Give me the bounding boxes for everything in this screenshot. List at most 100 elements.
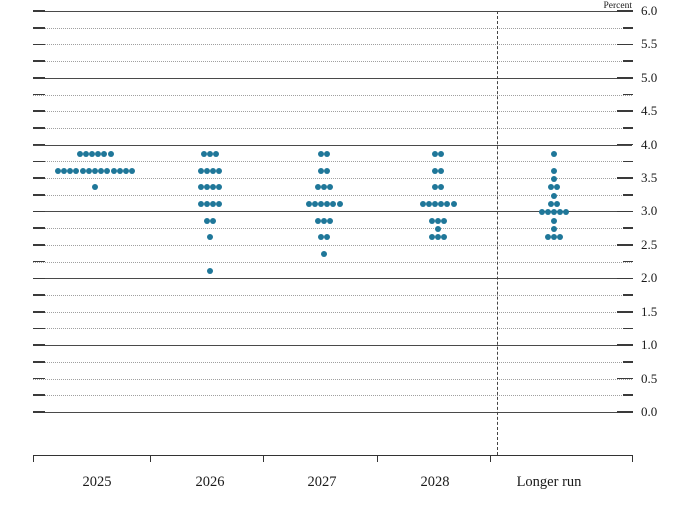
projection-dot: [311, 200, 318, 207]
y-axis-label: 0.5: [641, 370, 658, 386]
projection-dot: [216, 184, 223, 191]
y-axis-tick-left: [33, 260, 45, 263]
y-axis-tick-right: [617, 110, 633, 113]
projection-dot: [324, 167, 331, 174]
x-category-label: 2028: [420, 474, 450, 490]
projection-dot: [216, 200, 223, 207]
x-axis-tick: [632, 455, 634, 462]
minor-gridline: [33, 94, 632, 96]
longer-run-separator-line: [497, 11, 498, 455]
projection-dot: [85, 167, 92, 174]
projection-dot: [203, 184, 210, 191]
y-axis-tick-right: [623, 361, 633, 363]
projection-dot: [557, 209, 564, 216]
projection-dot: [444, 200, 451, 207]
minor-gridline: [33, 244, 632, 246]
projection-dot: [123, 167, 129, 174]
y-axis-tick-right: [623, 26, 633, 29]
minor-gridline: [33, 378, 632, 380]
y-axis-tick-left: [33, 344, 45, 346]
y-axis-label: 2.5: [641, 236, 658, 252]
projection-dot: [330, 200, 337, 207]
projection-dot: [92, 167, 98, 174]
x-category-label: 2025: [82, 474, 112, 490]
projection-dot: [551, 192, 557, 199]
projection-dot: [107, 150, 114, 157]
projection-dot: [324, 200, 331, 207]
projection-dot: [203, 167, 210, 174]
y-axis-tick-right: [617, 177, 633, 179]
projection-dot: [551, 234, 557, 241]
y-axis-tick-left: [33, 227, 45, 229]
minor-gridline: [33, 111, 632, 113]
projection-dot: [544, 234, 551, 241]
projection-dot: [216, 167, 223, 174]
projection-dot: [210, 200, 217, 207]
y-axis-label: 1.0: [641, 337, 658, 353]
projection-dot: [213, 150, 220, 157]
projection-dot: [551, 225, 557, 232]
projection-dot: [197, 200, 204, 207]
projection-dot: [314, 217, 321, 224]
minor-gridline: [33, 61, 632, 63]
projection-dot: [551, 217, 557, 224]
projection-dot: [317, 234, 324, 241]
projection-dot: [197, 167, 204, 174]
minor-gridline: [33, 311, 632, 313]
minor-gridline: [33, 44, 632, 46]
x-axis-tick: [377, 455, 379, 462]
x-axis-line: [33, 455, 632, 456]
y-axis-tick-right: [623, 294, 633, 296]
y-axis-tick-right: [623, 394, 633, 397]
y-axis-tick-right: [623, 93, 633, 96]
projection-dot: [76, 150, 83, 157]
projection-dot: [538, 209, 545, 216]
projection-dot: [563, 209, 570, 216]
projection-dot: [129, 167, 136, 174]
projection-dot: [207, 150, 213, 157]
projection-dot: [305, 200, 312, 207]
major-gridline: [33, 211, 632, 213]
major-gridline: [33, 345, 632, 347]
y-axis-label: 2.0: [641, 270, 658, 286]
y-axis-tick-right: [617, 10, 633, 12]
projection-dot: [101, 150, 108, 157]
projection-dot: [441, 234, 448, 241]
major-gridline: [33, 278, 632, 280]
projection-dot: [321, 251, 327, 258]
y-axis-label: 6.0: [641, 3, 658, 18]
y-axis-tick-left: [33, 411, 45, 413]
projection-dot: [547, 200, 554, 207]
projection-dot: [88, 150, 95, 157]
projection-dot: [116, 167, 123, 174]
x-category-label: 2026: [195, 474, 225, 490]
y-axis-tick-right: [617, 277, 633, 280]
y-axis-tick-right: [617, 244, 633, 246]
projection-dot: [551, 150, 557, 157]
projection-dot: [207, 234, 213, 241]
projection-dot: [419, 200, 426, 207]
minor-gridline: [33, 27, 632, 29]
projection-dot: [207, 267, 213, 274]
y-axis-label: 3.5: [641, 170, 658, 186]
projection-dot: [317, 200, 324, 207]
y-axis-tick-left: [33, 143, 45, 146]
y-axis-tick-right: [617, 143, 633, 146]
minor-gridline: [33, 261, 632, 263]
y-axis-tick-right: [617, 43, 633, 46]
y-axis-tick-left: [33, 294, 45, 296]
x-category-label: 2027: [307, 474, 337, 490]
projection-dot: [317, 150, 324, 157]
projection-dot: [438, 150, 445, 157]
y-axis-tick-left: [33, 110, 45, 113]
projection-dot: [98, 167, 105, 174]
major-gridline: [33, 144, 632, 146]
projection-dot: [450, 200, 457, 207]
y-axis-tick-right: [623, 327, 633, 330]
projection-dot: [210, 217, 217, 224]
minor-gridline: [33, 127, 632, 129]
minor-gridline: [33, 228, 632, 230]
projection-dot: [210, 184, 217, 191]
projection-dot: [95, 150, 102, 157]
projection-dot: [435, 234, 441, 241]
